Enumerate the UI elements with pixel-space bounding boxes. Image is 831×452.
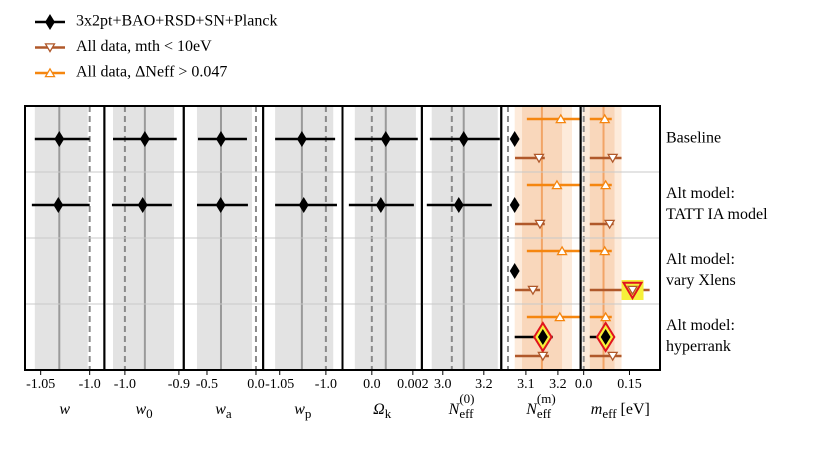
- label-sub: eff: [459, 406, 474, 421]
- label-sub: a: [226, 406, 232, 421]
- marker: [533, 153, 545, 164]
- label-sup: (0): [459, 391, 474, 406]
- label-base: Ω: [373, 401, 385, 418]
- x-axis-label: wp: [294, 401, 311, 421]
- marker: [555, 113, 567, 124]
- panel-frame: [579, 105, 661, 371]
- label-sub: k: [385, 406, 392, 421]
- marker: [137, 197, 148, 213]
- marker: [296, 131, 307, 147]
- marker: [599, 245, 611, 256]
- x-tick-label: -0.5: [196, 377, 218, 392]
- marker: [600, 311, 612, 322]
- marker: [216, 131, 226, 147]
- row-label: Alt model:: [666, 251, 735, 268]
- x-tick-label: -1.0: [315, 377, 337, 392]
- marker: [509, 263, 520, 279]
- legend-marker: [44, 43, 56, 53]
- marker: [537, 351, 549, 362]
- label-base: N: [448, 401, 461, 418]
- x-tick-label: 3.1: [517, 377, 535, 392]
- marker: [626, 285, 639, 296]
- x-tick-label: 0.0: [363, 377, 381, 392]
- label-unit: [eV]: [617, 401, 650, 418]
- marker: [603, 219, 616, 230]
- marker: [534, 219, 546, 230]
- label-sub: eff: [537, 406, 552, 421]
- marker: [554, 311, 566, 322]
- x-tick-label: -1.05: [265, 377, 294, 392]
- marker: [551, 179, 563, 190]
- marker: [607, 153, 619, 164]
- marker: [600, 329, 611, 345]
- label-sub: eff: [602, 406, 617, 421]
- label-sup: (m): [537, 391, 556, 406]
- label-base: w: [294, 401, 305, 418]
- marker: [453, 197, 464, 213]
- legend-label: All data, mth < 10eV: [76, 38, 212, 55]
- x-tick-label: -1.05: [26, 377, 55, 392]
- marker: [599, 113, 611, 124]
- x-axis-label: w0: [135, 401, 152, 421]
- legend-label: All data, ΔNeff > 0.047: [76, 64, 227, 81]
- marker: [527, 285, 539, 296]
- marker: [537, 329, 548, 345]
- marker: [54, 131, 65, 147]
- marker: [509, 197, 520, 213]
- marker: [375, 197, 386, 213]
- x-tick-label: 0.15: [617, 377, 642, 392]
- row-label: TATT IA model: [666, 206, 768, 223]
- marker: [380, 131, 391, 147]
- marker: [607, 351, 619, 362]
- x-tick-label: 0.0: [575, 377, 593, 392]
- marker: [458, 131, 469, 147]
- marker: [509, 131, 520, 147]
- label-base: N: [525, 401, 538, 418]
- marker: [600, 179, 612, 190]
- x-axis-label: Neff(0): [448, 391, 475, 421]
- x-tick-label: -0.9: [168, 377, 190, 392]
- legend-marker: [45, 14, 55, 30]
- row-label: vary Xlens: [666, 272, 736, 289]
- x-axis-label: meff [eV]: [591, 401, 650, 421]
- label-sub: p: [305, 406, 312, 421]
- x-tick-label: -1.0: [114, 377, 136, 392]
- marker: [556, 245, 568, 256]
- x-axis-label: wa: [215, 401, 232, 421]
- label-base: w: [215, 401, 226, 418]
- marker: [298, 197, 309, 213]
- x-axis-label: w: [59, 401, 70, 418]
- row-label: Alt model:: [666, 185, 735, 202]
- x-tick-label: 3.0: [434, 377, 452, 392]
- marker: [139, 131, 150, 147]
- label-base: m: [591, 401, 603, 418]
- legend-marker: [44, 67, 56, 78]
- marker: [53, 197, 64, 213]
- x-tick-label: -1.0: [79, 377, 101, 392]
- marker: [215, 197, 226, 213]
- x-tick-label: 3.2: [475, 377, 493, 392]
- label-base: w: [59, 401, 70, 418]
- label-sub: 0: [146, 406, 153, 421]
- x-tick-label: 0.0: [247, 377, 265, 392]
- label-base: w: [135, 401, 146, 418]
- row-label: Alt model:: [666, 317, 735, 334]
- x-tick-label: 0.002: [397, 377, 429, 392]
- legend-label: 3x2pt+BAO+RSD+SN+Planck: [76, 13, 277, 30]
- row-label: hyperrank: [666, 338, 731, 355]
- x-tick-label: 3.2: [549, 377, 567, 392]
- row-label: Baseline: [666, 130, 721, 147]
- x-axis-label: Ωk: [373, 401, 392, 421]
- x-axis-label: Neff(m): [525, 391, 555, 421]
